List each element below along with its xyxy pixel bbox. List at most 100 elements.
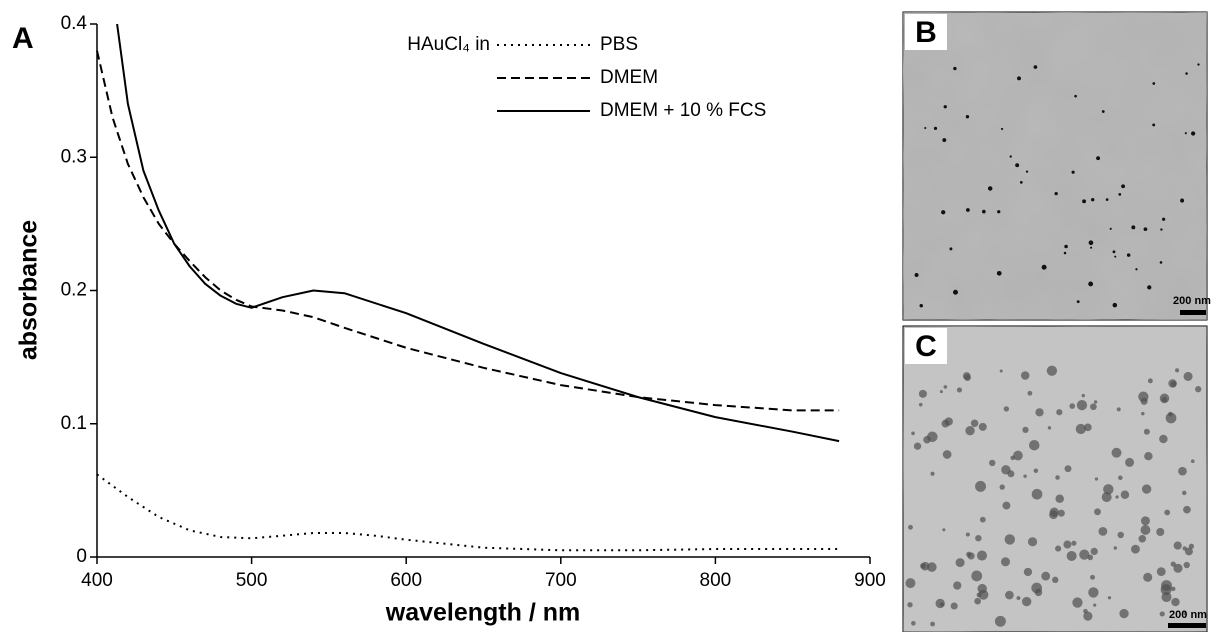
legend-label: PBS	[600, 34, 638, 55]
y-axis-title: absorbance	[15, 220, 43, 360]
particle	[1088, 240, 1094, 246]
particle	[918, 389, 927, 398]
panel-label-box	[905, 328, 947, 364]
particle	[1082, 199, 1087, 204]
particle	[1091, 198, 1095, 202]
y-tick-label: 0.4	[61, 13, 88, 34]
scale-bar	[1180, 310, 1206, 315]
particle	[1183, 371, 1193, 381]
legend-label: DMEM + 10 % FCS	[600, 100, 766, 121]
particle	[1101, 492, 1112, 503]
particle	[1188, 543, 1195, 549]
particle	[1143, 227, 1148, 232]
particle	[1055, 494, 1064, 504]
particle	[979, 516, 986, 523]
particle	[941, 419, 950, 428]
particle	[1094, 508, 1101, 516]
particle	[1029, 439, 1040, 451]
x-tick-label: 800	[700, 570, 732, 591]
particle	[911, 431, 915, 436]
particle	[1147, 378, 1153, 384]
particle	[1046, 365, 1058, 376]
particle	[1138, 534, 1147, 543]
particle	[1064, 244, 1068, 249]
particle	[994, 615, 1006, 627]
particle	[1131, 225, 1136, 230]
particle	[1125, 457, 1135, 467]
particle	[1114, 255, 1117, 258]
particle	[1111, 447, 1122, 458]
particle	[1098, 526, 1108, 536]
particle	[1088, 281, 1094, 287]
particle	[1063, 540, 1072, 549]
particle	[913, 442, 922, 450]
particle	[1003, 406, 1010, 412]
particle	[1173, 541, 1182, 550]
particle	[997, 210, 1001, 214]
y-tick-label: 0.1	[61, 413, 87, 434]
particle	[1000, 557, 1011, 567]
particle	[1138, 391, 1149, 402]
particle	[1033, 468, 1039, 473]
particle	[1183, 561, 1190, 569]
particle	[1185, 72, 1188, 75]
particle	[955, 558, 965, 568]
particle	[1156, 527, 1165, 536]
particle	[1074, 94, 1077, 98]
particle	[1159, 611, 1165, 617]
particle	[1182, 490, 1187, 496]
particle	[1049, 510, 1058, 520]
particle	[1118, 475, 1123, 481]
particle	[1115, 495, 1119, 499]
particle	[1033, 65, 1038, 69]
particle	[935, 598, 945, 609]
x-tick-label: 700	[545, 570, 577, 591]
particle	[1069, 403, 1076, 409]
particle	[978, 422, 987, 431]
particle	[1173, 563, 1183, 573]
particle	[1021, 596, 1032, 607]
particle	[939, 390, 943, 394]
particle	[1184, 132, 1187, 135]
particle	[978, 589, 989, 600]
particle	[1159, 434, 1168, 444]
particle	[1055, 475, 1060, 480]
particle	[1171, 597, 1180, 607]
particle	[1159, 261, 1163, 264]
particle	[1121, 184, 1126, 189]
particle	[1165, 412, 1177, 424]
series-line	[96, 50, 840, 412]
particle	[1178, 466, 1187, 476]
particle	[1120, 490, 1130, 500]
particle	[965, 532, 970, 537]
particle	[1079, 549, 1090, 560]
particle	[1143, 572, 1153, 582]
particle	[999, 369, 1003, 373]
particle	[1101, 110, 1105, 113]
panel-label-box	[905, 14, 947, 50]
particle	[1107, 596, 1112, 600]
particle	[918, 402, 923, 407]
particle	[1041, 264, 1047, 270]
particle	[952, 289, 958, 295]
particle	[966, 208, 970, 212]
particle	[1093, 400, 1098, 404]
particle	[953, 581, 962, 590]
particle	[1131, 544, 1140, 554]
particle	[1141, 484, 1152, 494]
particle	[942, 528, 946, 532]
particle	[1144, 451, 1153, 461]
particle	[908, 524, 913, 530]
particle	[1034, 588, 1043, 597]
particle	[965, 115, 970, 119]
particle	[966, 551, 972, 558]
particle	[1041, 571, 1051, 581]
particle	[1090, 403, 1097, 411]
particle	[1116, 407, 1121, 412]
particle	[1183, 505, 1191, 514]
particle	[1119, 608, 1129, 619]
particle	[1076, 300, 1080, 304]
particle	[1140, 516, 1150, 526]
particle	[924, 127, 927, 130]
particle	[999, 484, 1005, 490]
